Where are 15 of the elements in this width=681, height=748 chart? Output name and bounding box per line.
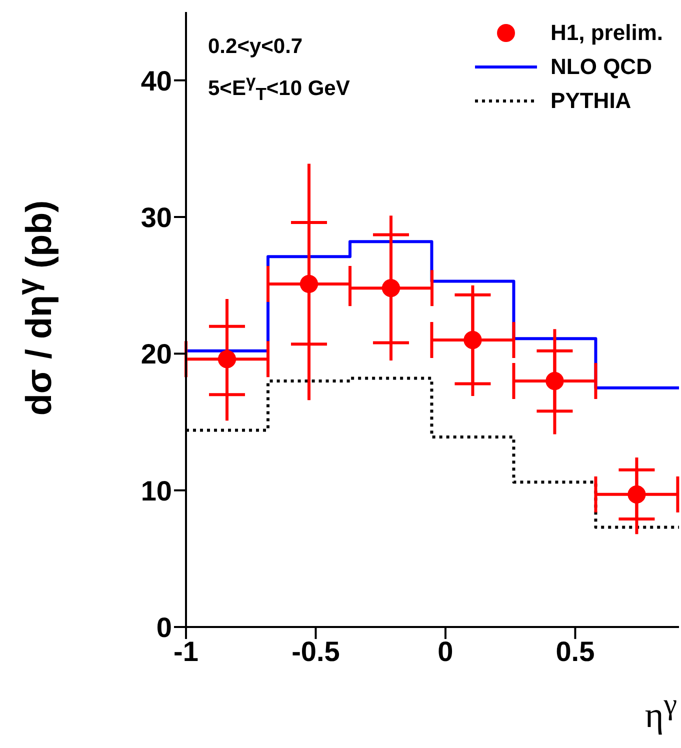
annotation-text: 5<E$^{γ}$$_{T}$<10 GeV [208, 70, 350, 106]
y-tick-label: 20 [140, 338, 172, 370]
annotation-text: 0.2<y<0.7 [208, 34, 304, 60]
legend-label: NLO QCD [550, 54, 652, 80]
legend-label: H1, prelim. [550, 20, 663, 46]
legend-label: PYTHIA [550, 88, 632, 114]
x-tick-label: 0.5 [556, 636, 595, 667]
x-axis-title: η$^{γ}$ [644, 688, 677, 736]
y-tick-label: 0 [156, 612, 172, 643]
y-tick-label: 10 [140, 475, 172, 506]
y-tick-label: 30 [140, 202, 172, 233]
y-tick-label: 40 [140, 65, 172, 96]
x-tick-label: 0 [438, 636, 454, 667]
x-tick-label: -0.5 [292, 636, 340, 667]
x-tick-label: -1 [174, 636, 198, 667]
